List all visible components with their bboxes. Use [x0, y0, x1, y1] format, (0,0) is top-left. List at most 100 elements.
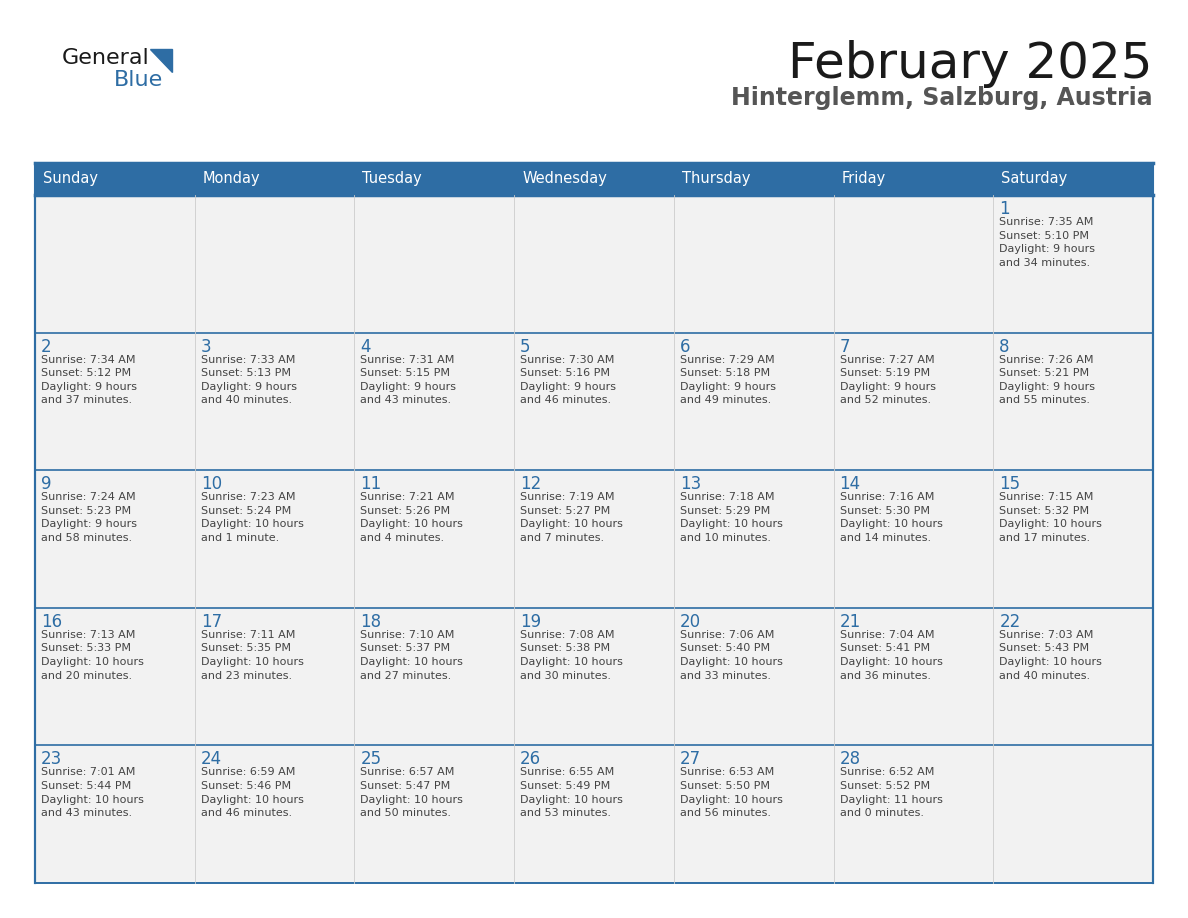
Bar: [834, 470, 993, 608]
Text: 8: 8: [999, 338, 1010, 355]
Text: 27: 27: [680, 750, 701, 768]
Bar: [674, 608, 834, 745]
Text: Sunrise: 7:18 AM
Sunset: 5:29 PM
Daylight: 10 hours
and 10 minutes.: Sunrise: 7:18 AM Sunset: 5:29 PM Dayligh…: [680, 492, 783, 543]
Text: 25: 25: [360, 750, 381, 768]
Bar: [993, 470, 1154, 608]
Text: 21: 21: [840, 613, 861, 631]
Text: 13: 13: [680, 476, 701, 493]
Text: Friday: Friday: [841, 172, 886, 186]
Text: 6: 6: [680, 338, 690, 355]
Text: Sunrise: 7:24 AM
Sunset: 5:23 PM
Daylight: 9 hours
and 58 minutes.: Sunrise: 7:24 AM Sunset: 5:23 PM Dayligh…: [42, 492, 137, 543]
Bar: [674, 332, 834, 470]
Text: Sunrise: 7:33 AM
Sunset: 5:13 PM
Daylight: 9 hours
and 40 minutes.: Sunrise: 7:33 AM Sunset: 5:13 PM Dayligh…: [201, 354, 297, 406]
Text: Sunrise: 6:52 AM
Sunset: 5:52 PM
Daylight: 11 hours
and 0 minutes.: Sunrise: 6:52 AM Sunset: 5:52 PM Dayligh…: [840, 767, 942, 818]
Bar: [674, 163, 834, 195]
Bar: [34, 163, 195, 195]
Text: 23: 23: [42, 750, 62, 768]
Bar: [514, 608, 674, 745]
Text: Sunrise: 7:29 AM
Sunset: 5:18 PM
Daylight: 9 hours
and 49 minutes.: Sunrise: 7:29 AM Sunset: 5:18 PM Dayligh…: [680, 354, 776, 406]
Bar: [993, 332, 1154, 470]
Text: 16: 16: [42, 613, 62, 631]
Text: Sunday: Sunday: [43, 172, 97, 186]
Text: 18: 18: [360, 613, 381, 631]
Bar: [195, 332, 354, 470]
Bar: [834, 608, 993, 745]
Bar: [354, 195, 514, 332]
Text: 22: 22: [999, 613, 1020, 631]
Bar: [354, 608, 514, 745]
Text: 11: 11: [360, 476, 381, 493]
Bar: [354, 332, 514, 470]
Bar: [834, 195, 993, 332]
Text: Sunrise: 7:21 AM
Sunset: 5:26 PM
Daylight: 10 hours
and 4 minutes.: Sunrise: 7:21 AM Sunset: 5:26 PM Dayligh…: [360, 492, 463, 543]
Bar: [993, 163, 1154, 195]
Text: Sunrise: 7:23 AM
Sunset: 5:24 PM
Daylight: 10 hours
and 1 minute.: Sunrise: 7:23 AM Sunset: 5:24 PM Dayligh…: [201, 492, 304, 543]
Text: February 2025: February 2025: [789, 40, 1154, 88]
Bar: [674, 745, 834, 883]
Text: Sunrise: 7:26 AM
Sunset: 5:21 PM
Daylight: 9 hours
and 55 minutes.: Sunrise: 7:26 AM Sunset: 5:21 PM Dayligh…: [999, 354, 1095, 406]
Bar: [834, 163, 993, 195]
Text: Hinterglemm, Salzburg, Austria: Hinterglemm, Salzburg, Austria: [732, 86, 1154, 110]
Bar: [195, 195, 354, 332]
Text: Sunrise: 7:15 AM
Sunset: 5:32 PM
Daylight: 10 hours
and 17 minutes.: Sunrise: 7:15 AM Sunset: 5:32 PM Dayligh…: [999, 492, 1102, 543]
Text: Sunrise: 7:31 AM
Sunset: 5:15 PM
Daylight: 9 hours
and 43 minutes.: Sunrise: 7:31 AM Sunset: 5:15 PM Dayligh…: [360, 354, 456, 406]
Bar: [674, 195, 834, 332]
Text: Sunrise: 7:10 AM
Sunset: 5:37 PM
Daylight: 10 hours
and 27 minutes.: Sunrise: 7:10 AM Sunset: 5:37 PM Dayligh…: [360, 630, 463, 680]
Polygon shape: [150, 49, 172, 72]
Text: Tuesday: Tuesday: [362, 172, 422, 186]
Bar: [195, 608, 354, 745]
Text: Sunrise: 7:04 AM
Sunset: 5:41 PM
Daylight: 10 hours
and 36 minutes.: Sunrise: 7:04 AM Sunset: 5:41 PM Dayligh…: [840, 630, 942, 680]
Bar: [354, 470, 514, 608]
Bar: [514, 745, 674, 883]
Text: Sunrise: 6:55 AM
Sunset: 5:49 PM
Daylight: 10 hours
and 53 minutes.: Sunrise: 6:55 AM Sunset: 5:49 PM Dayligh…: [520, 767, 623, 818]
Text: Sunrise: 7:30 AM
Sunset: 5:16 PM
Daylight: 9 hours
and 46 minutes.: Sunrise: 7:30 AM Sunset: 5:16 PM Dayligh…: [520, 354, 617, 406]
Bar: [514, 195, 674, 332]
Bar: [195, 745, 354, 883]
Text: Sunrise: 6:59 AM
Sunset: 5:46 PM
Daylight: 10 hours
and 46 minutes.: Sunrise: 6:59 AM Sunset: 5:46 PM Dayligh…: [201, 767, 304, 818]
Text: 15: 15: [999, 476, 1020, 493]
Bar: [993, 195, 1154, 332]
Bar: [834, 332, 993, 470]
Text: Wednesday: Wednesday: [523, 172, 607, 186]
Text: 1: 1: [999, 200, 1010, 218]
Text: Monday: Monday: [203, 172, 260, 186]
Bar: [34, 470, 195, 608]
Text: Sunrise: 7:03 AM
Sunset: 5:43 PM
Daylight: 10 hours
and 40 minutes.: Sunrise: 7:03 AM Sunset: 5:43 PM Dayligh…: [999, 630, 1102, 680]
Text: Sunrise: 7:11 AM
Sunset: 5:35 PM
Daylight: 10 hours
and 23 minutes.: Sunrise: 7:11 AM Sunset: 5:35 PM Dayligh…: [201, 630, 304, 680]
Bar: [354, 745, 514, 883]
Text: Sunrise: 7:35 AM
Sunset: 5:10 PM
Daylight: 9 hours
and 34 minutes.: Sunrise: 7:35 AM Sunset: 5:10 PM Dayligh…: [999, 217, 1095, 268]
Bar: [354, 163, 514, 195]
Bar: [993, 608, 1154, 745]
Text: 20: 20: [680, 613, 701, 631]
Bar: [34, 745, 195, 883]
Text: Sunrise: 7:01 AM
Sunset: 5:44 PM
Daylight: 10 hours
and 43 minutes.: Sunrise: 7:01 AM Sunset: 5:44 PM Dayligh…: [42, 767, 144, 818]
Text: Sunrise: 7:16 AM
Sunset: 5:30 PM
Daylight: 10 hours
and 14 minutes.: Sunrise: 7:16 AM Sunset: 5:30 PM Dayligh…: [840, 492, 942, 543]
Text: 12: 12: [520, 476, 542, 493]
Text: 3: 3: [201, 338, 211, 355]
Bar: [834, 745, 993, 883]
Text: 9: 9: [42, 476, 51, 493]
Text: 19: 19: [520, 613, 542, 631]
Bar: [34, 195, 195, 332]
Bar: [34, 608, 195, 745]
Text: Sunrise: 7:13 AM
Sunset: 5:33 PM
Daylight: 10 hours
and 20 minutes.: Sunrise: 7:13 AM Sunset: 5:33 PM Dayligh…: [42, 630, 144, 680]
Text: General: General: [62, 48, 150, 68]
Text: 17: 17: [201, 613, 222, 631]
Text: Sunrise: 7:08 AM
Sunset: 5:38 PM
Daylight: 10 hours
and 30 minutes.: Sunrise: 7:08 AM Sunset: 5:38 PM Dayligh…: [520, 630, 623, 680]
Text: Sunrise: 6:57 AM
Sunset: 5:47 PM
Daylight: 10 hours
and 50 minutes.: Sunrise: 6:57 AM Sunset: 5:47 PM Dayligh…: [360, 767, 463, 818]
Bar: [514, 470, 674, 608]
Text: 2: 2: [42, 338, 51, 355]
Text: 5: 5: [520, 338, 531, 355]
Bar: [514, 163, 674, 195]
Text: Blue: Blue: [114, 70, 163, 90]
Bar: [674, 470, 834, 608]
Text: 14: 14: [840, 476, 860, 493]
Bar: [34, 332, 195, 470]
Bar: [514, 332, 674, 470]
Text: 4: 4: [360, 338, 371, 355]
Text: Saturday: Saturday: [1001, 172, 1068, 186]
Text: Sunrise: 7:19 AM
Sunset: 5:27 PM
Daylight: 10 hours
and 7 minutes.: Sunrise: 7:19 AM Sunset: 5:27 PM Dayligh…: [520, 492, 623, 543]
Text: Sunrise: 7:34 AM
Sunset: 5:12 PM
Daylight: 9 hours
and 37 minutes.: Sunrise: 7:34 AM Sunset: 5:12 PM Dayligh…: [42, 354, 137, 406]
Bar: [195, 163, 354, 195]
Text: 10: 10: [201, 476, 222, 493]
